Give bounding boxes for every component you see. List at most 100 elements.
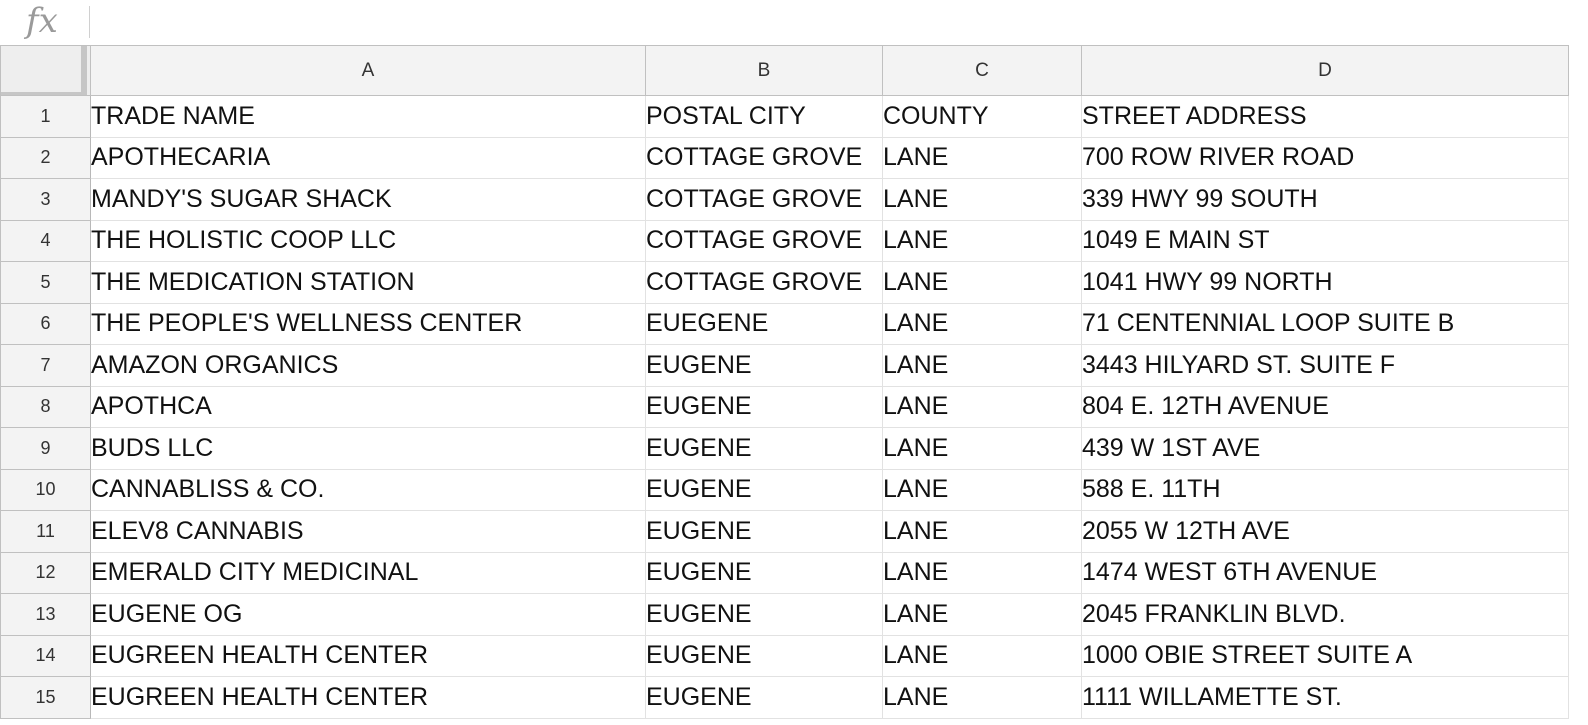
cell-a[interactable]: APOTHCA [90,385,646,428]
row-header[interactable]: 8 [0,385,91,428]
cell-b[interactable]: EUGENE [645,385,883,428]
select-all-corner[interactable] [0,45,91,96]
cell-d[interactable]: STREET ADDRESS [1081,95,1569,138]
cell-c[interactable]: COUNTY [882,95,1082,138]
cell-d[interactable]: 1474 WEST 6TH AVENUE [1081,551,1569,594]
cell-b[interactable]: EUGENE [645,676,883,719]
table-row: 7 AMAZON ORGANICS EUGENE LANE 3443 HILYARD S… [0,344,1569,387]
cell-a[interactable]: THE PEOPLE'S WELLNESS CENTER [90,302,646,345]
cell-b[interactable]: EUGENE [645,510,883,553]
cell-d[interactable]: 71 CENTENNIAL LOOP SUITE B [1081,302,1569,345]
cell-a[interactable]: APOTHECARIA [90,136,646,179]
row-header[interactable]: 15 [0,676,91,719]
cell-d[interactable]: 700 ROW RIVER ROAD [1081,136,1569,179]
cell-c[interactable]: LANE [882,219,1082,262]
table-row: 9 BUDS LLC EUGENE LANE 439 W 1ST AVE [0,427,1569,470]
row-header[interactable]: 6 [0,302,91,345]
table-row: 6 THE PEOPLE'S WELLNESS CENTER EUEGENE LANE… [0,302,1569,345]
cell-a[interactable]: THE MEDICATION STATION [90,261,646,304]
table-row: 11 ELEV8 CANNABIS EUGENE LANE 2055 W 12TH AV… [0,510,1569,553]
row-header[interactable]: 13 [0,593,91,636]
table-row: 4 THE HOLISTIC COOP LLC COTTAGE GROVE LANE 1… [0,219,1569,262]
cell-c[interactable]: LANE [882,302,1082,345]
cell-c[interactable]: LANE [882,261,1082,304]
row-header[interactable]: 4 [0,219,91,262]
cell-a[interactable]: EUGREEN HEALTH CENTER [90,676,646,719]
row-header[interactable]: 12 [0,551,91,594]
cell-a[interactable]: MANDY'S SUGAR SHACK [90,178,646,221]
cell-a[interactable]: EUGREEN HEALTH CENTER [90,634,646,677]
table-row: 12 EMERALD CITY MEDICINAL EUGENE LANE 1474 W… [0,551,1569,594]
cell-c[interactable]: LANE [882,344,1082,387]
cell-b[interactable]: COTTAGE GROVE [645,178,883,221]
spreadsheet-grid: A B C D 1 TRADE NAME POSTAL CITY COUNTY STRE… [0,45,1588,725]
cell-c[interactable]: LANE [882,593,1082,636]
row-header[interactable]: 9 [0,427,91,470]
cell-d[interactable]: 3443 HILYARD ST. SUITE F [1081,344,1569,387]
table-row: 15 EUGREEN HEALTH CENTER EUGENE LANE 1111 WI… [0,676,1569,719]
cell-d[interactable]: 804 E. 12TH AVENUE [1081,385,1569,428]
row-header[interactable]: 3 [0,178,91,221]
cell-b[interactable]: EUGENE [645,427,883,470]
column-header-b[interactable]: B [645,45,883,96]
cell-b[interactable]: COTTAGE GROVE [645,261,883,304]
cell-c[interactable]: LANE [882,676,1082,719]
cell-d[interactable]: 2045 FRANKLIN BLVD. [1081,593,1569,636]
table-row: 14 EUGREEN HEALTH CENTER EUGENE LANE 1000 OB… [0,634,1569,677]
row-header[interactable]: 7 [0,344,91,387]
table-row: 13 EUGENE OG EUGENE LANE 2045 FRANKLIN BLVD. [0,593,1569,636]
cell-d[interactable]: 1041 HWY 99 NORTH [1081,261,1569,304]
cell-b[interactable]: EUGENE [645,551,883,594]
cell-d[interactable]: 339 HWY 99 SOUTH [1081,178,1569,221]
fx-icon: fx [26,1,58,41]
table-row: 10 CANNABLISS & CO. EUGENE LANE 588 E. 11TH [0,468,1569,511]
column-header-row: A B C D [0,45,1569,96]
sheet-table: A B C D 1 TRADE NAME POSTAL CITY COUNTY STRE… [0,45,1569,719]
cell-b[interactable]: EUGENE [645,634,883,677]
cell-c[interactable]: LANE [882,468,1082,511]
cell-c[interactable]: LANE [882,634,1082,677]
cell-a[interactable]: TRADE NAME [90,95,646,138]
formula-input[interactable] [100,8,1564,38]
cell-b[interactable]: COTTAGE GROVE [645,219,883,262]
row-header[interactable]: 14 [0,634,91,677]
cell-b[interactable]: COTTAGE GROVE [645,136,883,179]
row-header[interactable]: 1 [0,95,91,138]
table-row: 3 MANDY'S SUGAR SHACK COTTAGE GROVE LANE 339… [0,178,1569,221]
cell-d[interactable]: 1000 OBIE STREET SUITE A [1081,634,1569,677]
cell-a[interactable]: EUGENE OG [90,593,646,636]
cell-a[interactable]: THE HOLISTIC COOP LLC [90,219,646,262]
row-header[interactable]: 2 [0,136,91,179]
cell-b[interactable]: EUEGENE [645,302,883,345]
cell-b[interactable]: EUGENE [645,593,883,636]
cell-d[interactable]: 588 E. 11TH [1081,468,1569,511]
cell-c[interactable]: LANE [882,385,1082,428]
cell-a[interactable]: CANNABLISS & CO. [90,468,646,511]
cell-d[interactable]: 2055 W 12TH AVE [1081,510,1569,553]
cell-c[interactable]: LANE [882,136,1082,179]
cell-c[interactable]: LANE [882,178,1082,221]
cell-a[interactable]: AMAZON ORGANICS [90,344,646,387]
cell-d[interactable]: 439 W 1ST AVE [1081,427,1569,470]
cell-b[interactable]: POSTAL CITY [645,95,883,138]
cell-d[interactable]: 1049 E MAIN ST [1081,219,1569,262]
cell-c[interactable]: LANE [882,427,1082,470]
cell-d[interactable]: 1111 WILLAMETTE ST. [1081,676,1569,719]
cell-b[interactable]: EUGENE [645,344,883,387]
column-header-d[interactable]: D [1081,45,1569,96]
cell-a[interactable]: BUDS LLC [90,427,646,470]
corner-frozen-handle[interactable] [1,46,87,95]
row-header[interactable]: 11 [0,510,91,553]
cell-c[interactable]: LANE [882,510,1082,553]
column-header-c[interactable]: C [882,45,1082,96]
table-row: 2 APOTHECARIA COTTAGE GROVE LANE 700 ROW RIV… [0,136,1569,179]
cell-a[interactable]: ELEV8 CANNABIS [90,510,646,553]
row-header[interactable]: 10 [0,468,91,511]
cell-a[interactable]: EMERALD CITY MEDICINAL [90,551,646,594]
column-header-a[interactable]: A [90,45,646,96]
row-header[interactable]: 5 [0,261,91,304]
cell-b[interactable]: EUGENE [645,468,883,511]
cell-c[interactable]: LANE [882,551,1082,594]
sheet-body: 1 TRADE NAME POSTAL CITY COUNTY STREET ADDRE… [0,95,1569,719]
table-row: 1 TRADE NAME POSTAL CITY COUNTY STREET ADDRE… [0,95,1569,138]
